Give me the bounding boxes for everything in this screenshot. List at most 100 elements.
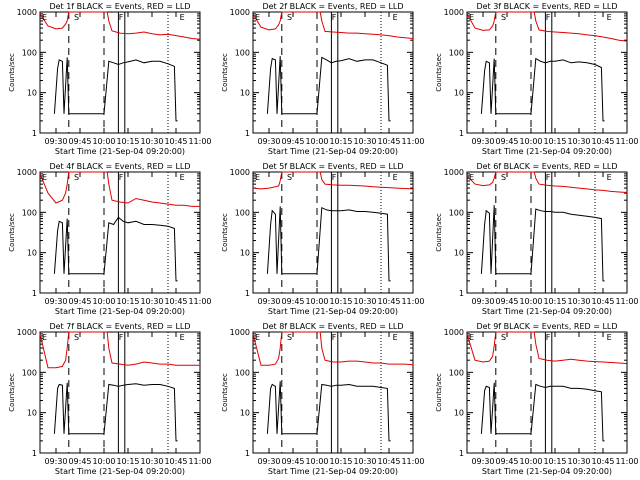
plot-frame [252, 171, 414, 294]
plot-frame [466, 171, 628, 294]
x-axis-label: Start Time (21-Sep-04 09:20:00) [55, 467, 185, 476]
x-tick-label: 09:30 [44, 457, 67, 466]
chart-panel-8: Det 8f BLACK = Events, RED = LLD 1 10 100 10… [213, 320, 426, 480]
y-tick-label: 10 [453, 249, 463, 258]
x-tick-label: 11:00 [188, 457, 211, 466]
x-tick-label: 09:30 [44, 137, 67, 146]
attenuator-marker-label: F [545, 13, 550, 22]
attenuator-marker-label: S [287, 333, 292, 342]
attenuator-marker-label: S [74, 13, 79, 22]
x-tick-label: 10:15 [116, 297, 139, 306]
chart-svg: Det 8f BLACK = Events, RED = LLD 1 10 100 10… [221, 322, 425, 476]
y-tick-label: 1000 [230, 8, 250, 17]
x-tick-label: 10:45 [591, 297, 614, 306]
x-tick-label: 11:00 [615, 137, 638, 146]
x-tick-label: 10:15 [330, 137, 353, 146]
x-tick-label: 10:45 [378, 137, 401, 146]
attenuator-marker-label: E [469, 333, 474, 342]
x-tick-label: 10:30 [567, 297, 590, 306]
attenuator-marker-label: E [606, 333, 611, 342]
x-tick-label: 09:45 [68, 297, 91, 306]
chart-title: Det 6f BLACK = Events, RED = LLD [476, 162, 617, 171]
chart-title: Det 4f BLACK = Events, RED = LLD [49, 162, 190, 171]
x-tick-label: 10:45 [164, 457, 187, 466]
x-tick-label: 10:45 [591, 137, 614, 146]
attenuator-marker-label: S [74, 173, 79, 182]
y-tick-label: 1 [32, 129, 37, 138]
x-tick-label: 10:45 [378, 457, 401, 466]
x-tick-label: 11:00 [188, 297, 211, 306]
chart-panel-2: Det 2f BLACK = Events, RED = LLD 1 10 100 10… [213, 0, 426, 160]
series-line-lld [39, 331, 200, 369]
x-tick-label: 09:45 [495, 137, 518, 146]
x-tick-label: 10:15 [543, 297, 566, 306]
y-tick-label: 10 [27, 89, 37, 98]
y-tick-label: 10 [27, 409, 37, 418]
y-axis-label: Counts/sec [221, 213, 229, 252]
attenuator-marker-label: S [501, 173, 506, 182]
attenuator-marker-label: E [393, 13, 398, 22]
attenuator-marker-label: S [501, 13, 506, 22]
y-tick-label: 1 [32, 449, 37, 458]
x-tick-label: 10:15 [543, 137, 566, 146]
plot-frame [39, 171, 201, 294]
attenuator-marker-label: F [545, 173, 550, 182]
chart-panel-4: Det 4f BLACK = Events, RED = LLD 1 10 100 10… [0, 160, 213, 320]
y-tick-label: 1000 [17, 328, 37, 337]
chart-title: Det 1f BLACK = Events, RED = LLD [49, 2, 190, 11]
plot-frame [252, 11, 414, 134]
x-axis-label: Start Time (21-Sep-04 09:20:00) [482, 147, 612, 156]
x-tick-label: 11:00 [402, 457, 425, 466]
attenuator-marker-label: E [180, 333, 185, 342]
x-tick-label: 09:45 [68, 137, 91, 146]
attenuator-marker-label: S [287, 173, 292, 182]
attenuator-marker-label: E [606, 13, 611, 22]
y-tick-label: 100 [22, 208, 37, 217]
plot-frame [466, 331, 628, 454]
series-line-lld [466, 171, 627, 193]
attenuator-marker-label: F [332, 13, 337, 22]
chart-svg: Det 7f BLACK = Events, RED = LLD 1 10 100 10… [8, 322, 212, 476]
x-tick-label: 10:30 [354, 297, 377, 306]
attenuator-marker-label: F [332, 333, 337, 342]
attenuator-marker-label: S [287, 13, 292, 22]
chart-title: Det 7f BLACK = Events, RED = LLD [49, 322, 190, 331]
x-tick-label: 10:45 [164, 137, 187, 146]
series-line-events [480, 57, 605, 122]
y-tick-label: 10 [240, 249, 250, 258]
x-tick-label: 10:30 [567, 137, 590, 146]
attenuator-marker-label: F [119, 173, 124, 182]
chart-title: Det 9f BLACK = Events, RED = LLD [476, 322, 617, 331]
attenuator-marker-label: E [255, 333, 260, 342]
y-axis-label: Counts/sec [435, 53, 443, 92]
x-tick-label: 10:15 [330, 457, 353, 466]
series-line-lld [252, 11, 414, 39]
x-tick-label: 09:30 [258, 137, 281, 146]
series-line-events [267, 206, 391, 282]
y-tick-label: 1 [245, 289, 250, 298]
x-tick-label: 10:00 [519, 137, 542, 146]
chart-svg: Det 5f BLACK = Events, RED = LLD 1 10 100 10… [221, 162, 425, 316]
x-tick-label: 10:30 [354, 457, 377, 466]
chart-panel-3: Det 3f BLACK = Events, RED = LLD 1 10 100 10… [427, 0, 640, 160]
y-axis-label: Counts/sec [8, 53, 16, 92]
x-tick-label: 10:30 [140, 457, 163, 466]
y-tick-label: 10 [453, 89, 463, 98]
y-axis-label: Counts/sec [221, 373, 229, 412]
x-tick-label: 10:15 [116, 457, 139, 466]
chart-title: Det 5f BLACK = Events, RED = LLD [263, 162, 404, 171]
plot-frame [466, 11, 628, 134]
x-tick-label: 10:15 [543, 457, 566, 466]
x-tick-label: 10:30 [567, 457, 590, 466]
x-axis-label: Start Time (21-Sep-04 09:20:00) [55, 147, 185, 156]
x-tick-label: 09:45 [495, 457, 518, 466]
chart-panel-5: Det 5f BLACK = Events, RED = LLD 1 10 100 10… [213, 160, 426, 320]
x-tick-label: 11:00 [402, 137, 425, 146]
series-line-lld [252, 331, 414, 366]
y-tick-label: 1000 [230, 168, 250, 177]
attenuator-marker-label: F [119, 13, 124, 22]
attenuator-marker-label: E [180, 173, 185, 182]
attenuator-marker-label: E [393, 173, 398, 182]
x-axis-label: Start Time (21-Sep-04 09:20:00) [482, 307, 612, 316]
y-tick-label: 100 [22, 368, 37, 377]
